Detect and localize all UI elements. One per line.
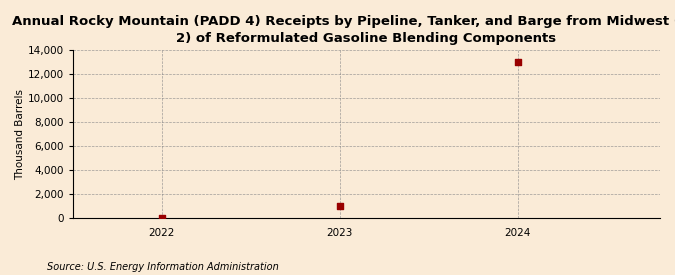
Point (334, 204, 345, 208)
Text: Source: U.S. Energy Information Administration: Source: U.S. Energy Information Administ… (47, 262, 279, 272)
Point (157, 216, 167, 221)
Title: Annual Rocky Mountain (PADD 4) Receipts by Pipeline, Tanker, and Barge from Midw: Annual Rocky Mountain (PADD 4) Receipts … (12, 15, 675, 45)
Y-axis label: Thousand Barrels: Thousand Barrels (15, 89, 25, 180)
Point (512, 60, 523, 65)
